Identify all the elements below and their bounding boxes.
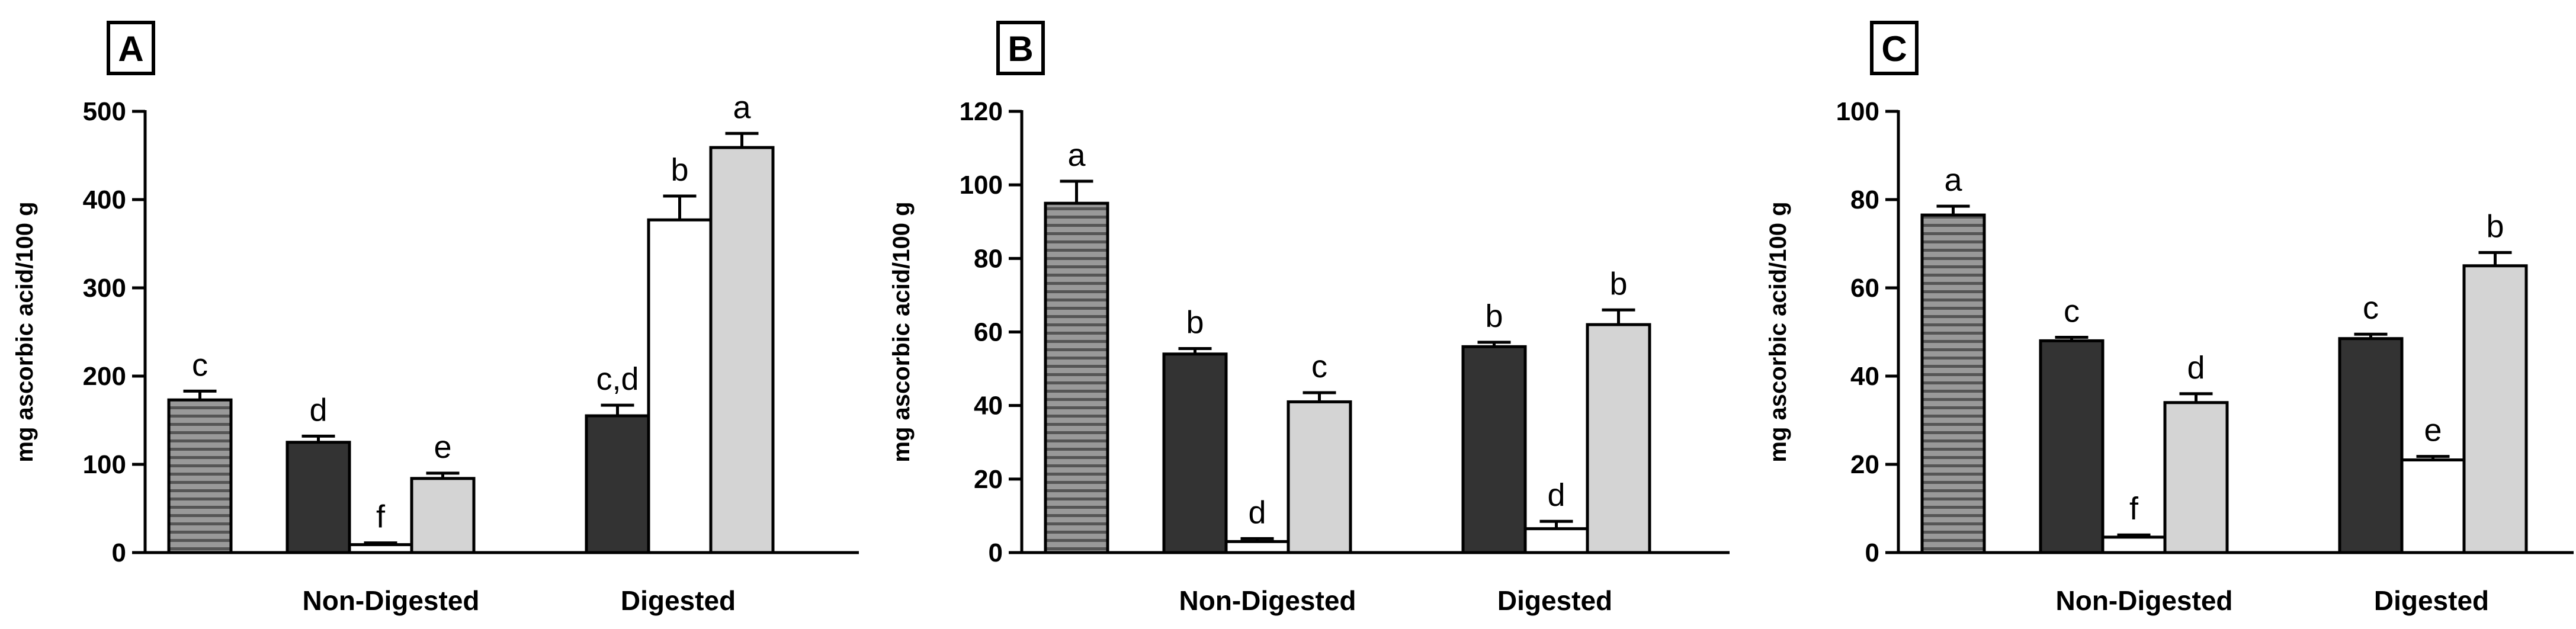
bar [2101, 535, 2167, 554]
bar [2462, 264, 2528, 554]
bar [1920, 213, 1986, 554]
bar [2039, 339, 2105, 554]
panel-label: A [118, 29, 143, 69]
bar [348, 543, 413, 554]
panel-label: C [1881, 29, 1907, 69]
chart-panel-b: B 0 20 40 60 80 100 120 mg ascorbic acid/100 g a b… [888, 21, 1730, 616]
significance-letter: f [2129, 491, 2139, 527]
significance-letter: c [1311, 349, 1327, 384]
bar [285, 441, 351, 554]
significance-letter: c,d [596, 361, 639, 397]
y-tick-label: 60 [974, 318, 1003, 347]
y-axis-title: mg ascorbic acid/100 g [1765, 201, 1791, 462]
y-axis-title: mg ascorbic acid/100 g [12, 201, 38, 462]
significance-letter: b [1186, 304, 1204, 340]
significance-letter: b [1485, 299, 1503, 334]
significance-letter: c [2064, 293, 2080, 329]
bar [585, 414, 650, 554]
y-tick-label: 100 [1836, 97, 1879, 126]
significance-letter: e [2424, 413, 2442, 448]
y-tick-label: 100 [960, 171, 1003, 200]
y-tick-label: 80 [1850, 185, 1879, 214]
y-tick-label: 20 [974, 465, 1003, 494]
panel-label: B [1008, 29, 1033, 69]
bar [709, 146, 775, 554]
significance-letter: d [1248, 495, 1266, 530]
y-tick-label: 40 [974, 391, 1003, 421]
significance-letter: d [309, 392, 327, 428]
bar [1287, 400, 1352, 554]
y-tick-label: 20 [1850, 450, 1879, 479]
x-group-label: Non-Digested [2056, 585, 2233, 616]
bar [1461, 345, 1527, 554]
x-group-label: Digested [2374, 585, 2489, 616]
panel-label-box [1870, 21, 1919, 75]
significance-letter: a [1067, 137, 1086, 173]
y-axis-title: mg ascorbic acid/100 g [888, 201, 915, 462]
y-tick-label: 80 [974, 244, 1003, 273]
bar [2163, 401, 2229, 554]
x-group-label: Non-Digested [1179, 585, 1356, 616]
bar [1586, 323, 1651, 554]
significance-letter: c [2363, 290, 2379, 326]
bar [167, 398, 233, 554]
bar [2338, 337, 2404, 554]
significance-letter: e [434, 429, 451, 465]
significance-letter: f [376, 499, 386, 535]
significance-letter: b [2486, 208, 2504, 244]
bar [2400, 458, 2466, 554]
bar [647, 218, 713, 554]
significance-letter: c [192, 347, 208, 383]
panel-label-box [996, 21, 1045, 75]
bar [1162, 352, 1228, 554]
y-tick-label: 40 [1850, 362, 1879, 391]
y-tick-label: 0 [989, 538, 1003, 567]
x-group-label: Digested [621, 585, 736, 616]
significance-letter: d [2187, 350, 2205, 386]
bar [1523, 527, 1589, 554]
chart-panel-a: A 0 100 200 300 400 500 mg ascorbic acid/100 g c… [12, 21, 859, 616]
y-tick-label: 500 [83, 97, 126, 126]
y-tick-label: 60 [1850, 274, 1879, 303]
significance-letter: d [1547, 477, 1565, 513]
bar [1044, 201, 1109, 554]
x-group-label: Non-Digested [303, 585, 480, 616]
bar [1224, 540, 1290, 554]
bar [410, 477, 476, 554]
significance-letter: a [733, 89, 751, 125]
significance-letter: b [1609, 266, 1627, 301]
y-tick-label: 200 [83, 362, 126, 391]
panel-label-box [107, 21, 155, 75]
significance-letter: b [671, 152, 688, 188]
y-tick-label: 0 [1865, 538, 1879, 567]
y-tick-label: 300 [83, 274, 126, 303]
significance-letter: a [1944, 162, 1962, 198]
x-group-label: Digested [1497, 585, 1612, 616]
y-tick-label: 100 [83, 450, 126, 479]
chart-panel-c: C 0 20 40 60 80 100 mg ascorbic acid/100 g a c f d c… [1765, 21, 2574, 616]
y-tick-label: 120 [960, 97, 1003, 126]
y-tick-label: 400 [83, 185, 126, 214]
y-tick-label: 0 [112, 538, 126, 567]
